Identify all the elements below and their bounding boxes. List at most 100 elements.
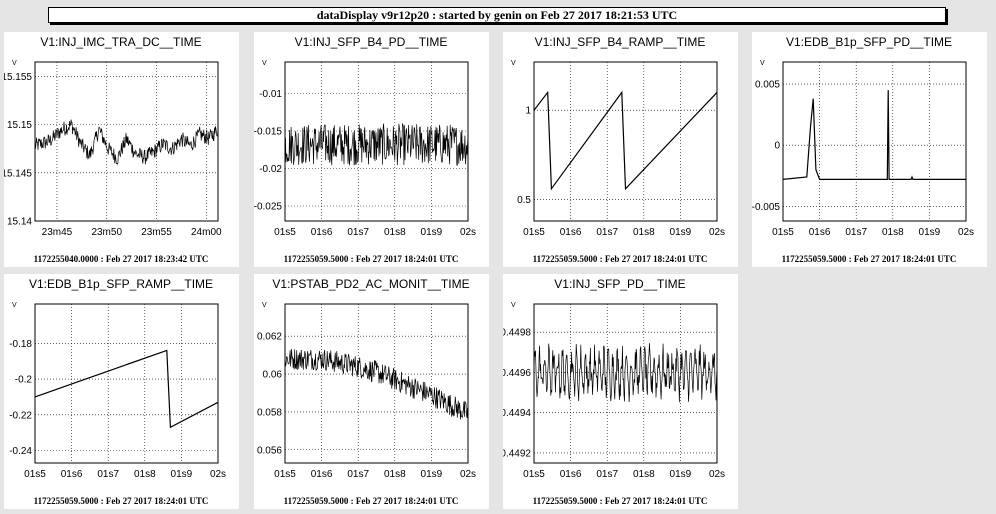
chart-title: V1:EDB_B1p_SFP_RAMP__TIME xyxy=(29,277,213,291)
y-tick-label: 15.14 xyxy=(7,217,32,228)
y-tick-label: -0.025 xyxy=(254,202,282,213)
x-tick-label: 01s6 xyxy=(311,469,333,480)
series-line xyxy=(533,90,718,191)
x-tick-label: 01s8 xyxy=(134,469,156,480)
x-tick-label: 24m00 xyxy=(191,227,222,238)
y-tick-label: -0.24 xyxy=(9,446,32,457)
y-tick-label: 15.145 xyxy=(4,168,32,179)
series-line xyxy=(533,343,718,403)
series-line xyxy=(34,349,219,429)
x-tick-label: 23m45 xyxy=(42,227,73,238)
y-axis-label: V xyxy=(12,302,17,309)
timestamp-footer: 1172255059.5000 : Feb 27 2017 18:24:01 U… xyxy=(782,254,957,264)
y-axis-label: V xyxy=(760,60,765,67)
plot-frame xyxy=(284,61,469,222)
x-tick-label: 01s6 xyxy=(311,227,333,238)
x-tick-label: 01s6 xyxy=(560,227,582,238)
y-axis-label: V xyxy=(12,60,17,67)
y-tick-label: -0.015 xyxy=(254,127,282,138)
x-tick-label: 01s5 xyxy=(523,227,545,238)
chart-svg: V1:EDB_B1p_SFP_PD__TIME V 01s5 01s6 01s7 01s8… xyxy=(752,35,974,264)
y-axis-label: V xyxy=(511,60,516,67)
plot-frame xyxy=(782,61,967,222)
x-tick-label: 02s xyxy=(210,469,226,480)
x-tick-label: 01s7 xyxy=(347,469,369,480)
y-tick-label: 0.058 xyxy=(257,407,282,418)
y-tick-label: 1 xyxy=(525,106,531,117)
panel-edb-b1p-sfp-ramp: V1:EDB_B1p_SFP_RAMP__TIME V 01s5 01s6 01s7 01… xyxy=(4,274,239,509)
plot-frame xyxy=(533,303,718,464)
y-tick-label: 0.4492 xyxy=(503,448,531,459)
x-tick-label: 01s7 xyxy=(347,227,369,238)
x-tick-label: 02s xyxy=(460,469,476,480)
x-tick-label: 01s5 xyxy=(523,469,545,480)
x-tick-label: 01s6 xyxy=(809,227,831,238)
x-tick-label: 01s5 xyxy=(274,469,296,480)
x-tick-label: 01s9 xyxy=(421,469,443,480)
timestamp-footer: 1172255040.0000 : Feb 27 2017 18:23:42 U… xyxy=(34,254,209,264)
x-tick-label: 01s5 xyxy=(24,469,46,480)
x-tick-label: 01s8 xyxy=(633,469,655,480)
x-tick-label: 01s9 xyxy=(670,469,692,480)
y-tick-label: -0.22 xyxy=(9,410,32,421)
series-line xyxy=(34,119,219,165)
plot-frame xyxy=(284,303,469,464)
chart-svg: V1:INJ_SFP_B4_RAMP__TIME V 01s5 01s6 01s7 01s… xyxy=(511,35,725,264)
plot-frame xyxy=(34,61,219,222)
y-tick-label: -0.01 xyxy=(259,89,282,100)
timestamp-footer: 1172255059.5000 : Feb 27 2017 18:24:01 U… xyxy=(284,496,459,506)
chart-svg: V1:INJ_SFP_PD__TIME V 01s5 01s6 01s7 01s8 01s9… xyxy=(503,277,725,506)
chart-svg: V1:INJ_IMC_TRA_DC__TIME V 23m45 23m50 23m55 2… xyxy=(4,35,222,264)
window-title: dataDisplay v9r12p20 : started by genin … xyxy=(48,7,946,23)
timestamp-footer: 1172255059.5000 : Feb 27 2017 18:24:01 U… xyxy=(34,496,209,506)
x-tick-label: 02s xyxy=(460,227,476,238)
panel-inj-imc-tra-dc: V1:INJ_IMC_TRA_DC__TIME V 23m45 23m50 23m55 2… xyxy=(4,32,239,267)
chart-title: V1:PSTAB_PD2_AC_MONIT__TIME xyxy=(272,277,469,291)
chart-title: V1:INJ_SFP_B4_PD__TIME xyxy=(295,35,448,49)
y-tick-label: 0 xyxy=(774,141,780,152)
series-line xyxy=(782,90,966,180)
x-tick-label: 02s xyxy=(709,227,725,238)
timestamp-footer: 1172255059.5000 : Feb 27 2017 18:24:01 U… xyxy=(533,496,708,506)
x-tick-label: 02s xyxy=(958,227,974,238)
y-tick-label: 0.062 xyxy=(257,332,282,343)
series-line xyxy=(284,122,469,167)
y-axis-label: V xyxy=(262,60,267,67)
series-line xyxy=(284,348,469,420)
y-tick-label: 0.056 xyxy=(257,445,282,456)
x-tick-label: 01s5 xyxy=(274,227,296,238)
y-tick-label: 0.4496 xyxy=(503,368,531,379)
y-tick-label: 0.005 xyxy=(755,80,780,91)
x-tick-label: 01s8 xyxy=(384,227,406,238)
y-tick-label: 0.4494 xyxy=(503,408,531,419)
panel-pstab-pd2-ac-monit: V1:PSTAB_PD2_AC_MONIT__TIME V 01s5 01s6 01s7… xyxy=(254,274,489,509)
timestamp-footer: 1172255059.5000 : Feb 27 2017 18:24:01 U… xyxy=(284,254,459,264)
y-tick-label: 0.4498 xyxy=(503,328,531,339)
y-axis-label: V xyxy=(511,302,516,309)
plot-frame xyxy=(533,61,718,222)
panel-edb-b1p-sfp-pd: V1:EDB_B1p_SFP_PD__TIME V 01s5 01s6 01s7 01s8… xyxy=(752,32,987,267)
x-tick-label: 01s6 xyxy=(560,469,582,480)
y-tick-label: 15.155 xyxy=(4,72,32,83)
y-tick-label: -0.2 xyxy=(15,375,33,386)
panel-inj-sfp-b4-pd: V1:INJ_SFP_B4_PD__TIME V 01s5 01s6 01s7 01s8 0… xyxy=(254,32,489,267)
chart-title: V1:EDB_B1p_SFP_PD__TIME xyxy=(786,35,952,49)
x-tick-label: 01s8 xyxy=(384,469,406,480)
y-tick-label: 15.15 xyxy=(7,120,32,131)
y-axis-label: V xyxy=(262,302,267,309)
y-tick-label: -0.02 xyxy=(259,164,282,175)
y-tick-label: -0.005 xyxy=(752,202,780,213)
x-tick-label: 01s7 xyxy=(596,227,618,238)
plot-frame xyxy=(34,303,219,464)
x-tick-label: 01s9 xyxy=(421,227,443,238)
panel-inj-sfp-b4-ramp: V1:INJ_SFP_B4_RAMP__TIME V 01s5 01s6 01s7 01s… xyxy=(503,32,738,267)
x-tick-label: 01s7 xyxy=(845,227,867,238)
y-tick-label: -0.18 xyxy=(9,339,32,350)
x-tick-label: 01s7 xyxy=(596,469,618,480)
x-tick-label: 01s9 xyxy=(919,227,941,238)
x-tick-label: 01s7 xyxy=(97,469,119,480)
x-tick-label: 02s xyxy=(709,469,725,480)
chart-title: V1:INJ_SFP_B4_RAMP__TIME xyxy=(535,35,706,49)
x-tick-label: 23m55 xyxy=(141,227,172,238)
y-tick-label: 0.06 xyxy=(263,370,283,381)
